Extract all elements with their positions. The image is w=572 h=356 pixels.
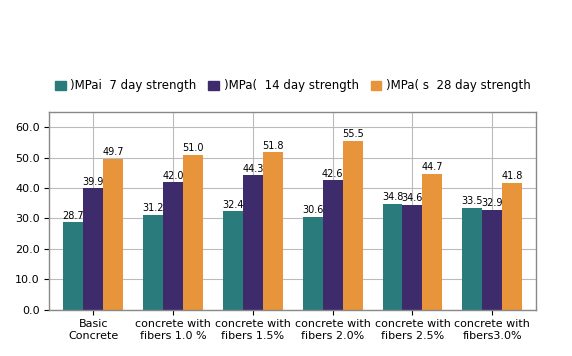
Text: 41.8: 41.8	[502, 171, 523, 181]
Bar	[462, 208, 482, 310]
Bar	[323, 180, 343, 310]
Text: 34.8: 34.8	[382, 192, 403, 203]
Bar	[223, 211, 243, 310]
Bar	[343, 141, 363, 310]
Bar	[243, 175, 263, 310]
Text: 44.7: 44.7	[422, 162, 443, 172]
Bar	[403, 204, 422, 310]
Text: 42.0: 42.0	[162, 171, 184, 180]
Bar	[422, 174, 442, 310]
Bar	[63, 222, 84, 310]
Text: 49.7: 49.7	[102, 147, 124, 157]
Bar	[163, 182, 183, 310]
Bar	[383, 204, 403, 310]
Text: 31.2: 31.2	[142, 203, 164, 213]
Text: 42.6: 42.6	[322, 169, 343, 179]
Text: 51.0: 51.0	[182, 143, 204, 153]
Text: 32.9: 32.9	[482, 198, 503, 208]
Bar	[502, 183, 522, 310]
Bar	[263, 152, 283, 310]
Bar	[104, 159, 123, 310]
Bar	[303, 217, 323, 310]
Bar	[183, 155, 203, 310]
Text: 51.8: 51.8	[262, 141, 284, 151]
Text: 28.7: 28.7	[62, 211, 84, 221]
Bar	[482, 210, 502, 310]
Text: 33.5: 33.5	[462, 197, 483, 206]
Bar	[143, 215, 163, 310]
Text: 55.5: 55.5	[341, 130, 363, 140]
Text: 34.6: 34.6	[402, 193, 423, 203]
Text: 39.9: 39.9	[83, 177, 104, 187]
Text: 44.3: 44.3	[242, 163, 264, 173]
Text: 30.6: 30.6	[302, 205, 323, 215]
Text: 32.4: 32.4	[222, 200, 244, 210]
Legend: )MPai  7 day strength, )MPa(  14 day strength, )MPa( s  28 day strength: )MPai 7 day strength, )MPa( 14 day stren…	[50, 74, 535, 97]
Bar	[84, 188, 104, 310]
